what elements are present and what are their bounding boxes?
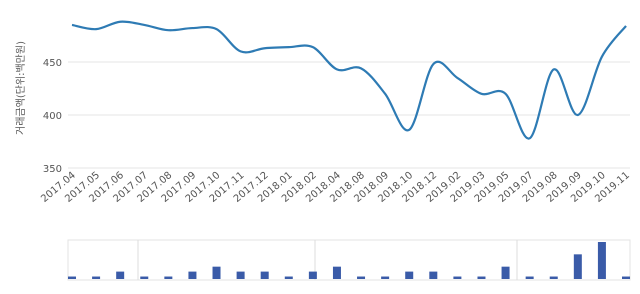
volume-bar xyxy=(260,271,269,279)
volume-bar xyxy=(429,271,438,279)
volume-bar xyxy=(622,276,630,279)
volume-bar xyxy=(140,276,149,279)
y-tick-label: 400 xyxy=(43,111,62,122)
volume-bar xyxy=(357,276,366,279)
y-tick-label: 450 xyxy=(43,58,62,69)
price-line xyxy=(71,20,627,140)
volume-bar xyxy=(212,266,221,279)
volume-bar xyxy=(68,276,76,279)
volume-bar xyxy=(284,276,293,279)
volume-bar xyxy=(573,254,582,279)
volume-bar xyxy=(164,276,173,279)
volume-bar xyxy=(332,266,341,279)
volume-frame xyxy=(67,239,631,281)
volume-bar xyxy=(308,271,317,279)
volume-bar xyxy=(188,271,197,279)
volume-bar xyxy=(381,276,390,279)
volume-bar xyxy=(405,271,414,279)
volume-bar xyxy=(597,242,606,279)
volume-bar xyxy=(236,271,245,279)
volume-bar xyxy=(549,276,558,279)
volume-bar xyxy=(92,276,101,279)
y-axis-label: 거래금액(단위:백만원) xyxy=(14,41,27,135)
volume-bar xyxy=(501,266,510,279)
volume-bar xyxy=(453,276,462,279)
volume-bar xyxy=(477,276,486,279)
y-tick-label: 350 xyxy=(43,164,62,175)
volume-bar xyxy=(116,271,125,279)
volume-bar xyxy=(525,276,534,279)
